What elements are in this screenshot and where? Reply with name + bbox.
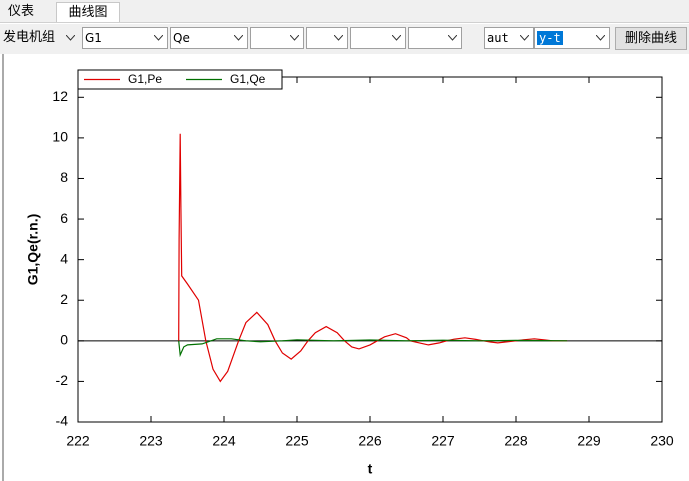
series-line — [178, 338, 568, 358]
x-tick-label: 228 — [504, 433, 528, 449]
y-tick-label: -2 — [56, 372, 69, 388]
x-tick-label: 226 — [358, 433, 382, 449]
y-tick-label: 0 — [60, 332, 68, 348]
toolbar: 发电机组 G1 Qe aut y-t 删除曲线 — [0, 24, 689, 54]
empty-select[interactable] — [408, 27, 462, 49]
y-tick-label: 2 — [60, 291, 68, 307]
y-tick-label: 10 — [52, 129, 68, 145]
legend-label: G1,Qe — [230, 72, 266, 86]
tab-bar: 仪表 曲线图 — [0, 0, 689, 23]
unit-value: G1 — [85, 31, 102, 45]
y-tick-label: 6 — [60, 210, 68, 226]
y-tick-label: 8 — [60, 169, 68, 185]
tab[interactable]: 仪表 — [7, 4, 34, 19]
x-tick-label: 229 — [577, 433, 601, 449]
empty-select[interactable] — [250, 27, 304, 49]
x-tick-label: 222 — [66, 433, 90, 449]
mode-value: y-t — [537, 31, 563, 45]
scale-value: aut — [487, 31, 509, 45]
quantity-value: Qe — [173, 31, 190, 45]
legend-label: G1,Pe — [128, 72, 162, 86]
x-axis-label: t — [368, 461, 373, 477]
group-label: 发电机组 — [3, 30, 56, 45]
unit-select[interactable]: G1 — [82, 27, 168, 49]
y-axis-label: G1,Qe(r.n.) — [25, 214, 41, 286]
quantity-select[interactable]: Qe — [170, 27, 248, 49]
y-tick-label: 12 — [52, 88, 68, 104]
y-tick-label: 4 — [60, 250, 68, 266]
tab-active[interactable]: 曲线图 — [56, 2, 120, 22]
delete-button[interactable]: 删除曲线 — [615, 27, 687, 50]
scale-select[interactable]: aut — [484, 27, 534, 49]
x-tick-label: 223 — [139, 433, 163, 449]
empty-select[interactable] — [306, 27, 348, 49]
x-tick-label: 230 — [650, 433, 674, 449]
series-line — [178, 133, 568, 383]
legend-box — [77, 69, 283, 90]
x-tick-label: 225 — [285, 433, 309, 449]
x-tick-label: 227 — [431, 433, 455, 449]
x-tick-label: 224 — [212, 433, 236, 449]
empty-select[interactable] — [350, 27, 406, 49]
group-select[interactable]: 发电机组 — [0, 27, 80, 49]
y-tick-label: -4 — [56, 413, 69, 429]
plot-frame — [77, 76, 663, 423]
mode-select[interactable]: y-t — [534, 27, 610, 49]
